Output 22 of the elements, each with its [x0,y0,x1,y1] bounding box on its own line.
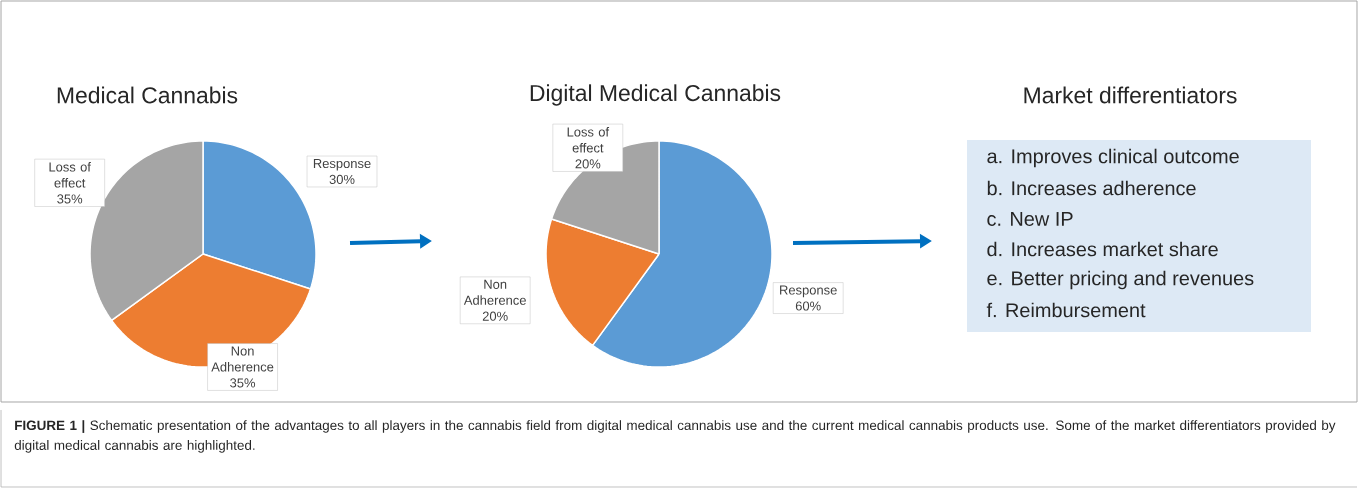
text: d. Increases market share [987,241,1218,257]
data-label: 35% [230,378,256,388]
data-label: 35% [57,194,83,204]
slice-label: Loss of effect [49,162,91,188]
slice-label: Response [780,285,837,298]
data-label: 30% [329,174,355,184]
chart-title: Digital Medical Cannabis [530,84,781,106]
text: b. Increases adherence [987,180,1196,196]
slice-label: Non Adherence [211,346,274,372]
chart-title: Medical Cannabis [57,86,238,104]
text: c. New IP [987,212,1073,226]
slice-label: Loss of effect [567,127,610,153]
text: e. Better pricing and revenues [987,270,1254,290]
data-label: 60% [795,301,821,311]
data-label: 20% [575,159,601,169]
text: a. Improves clinical outcome [987,148,1239,168]
text: Market differentiators [1024,86,1237,104]
text: FIGURE 1 | Schematic presentation of the advantages to all players in the cannabis field from digital medical cannabis use and the current medical cannabis products use. Some of the market differentiators provided by digital medical cannabis are highlighted. [14,420,1336,453]
text: f. Reimbursement [986,302,1146,318]
data-label: 20% [482,311,508,321]
slice-label: Response [313,159,371,171]
slice-label: Non Adherence [463,279,526,305]
